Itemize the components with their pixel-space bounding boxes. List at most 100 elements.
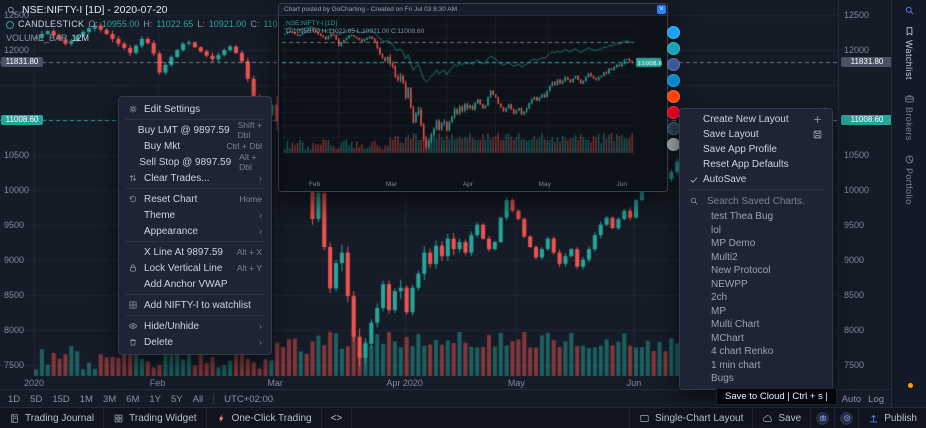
legend-volume-row: VOLUME_BAR 12M — [6, 32, 295, 45]
saved-chart-item[interactable]: 1 min chart — [711, 359, 761, 371]
close-icon[interactable]: × — [657, 5, 666, 14]
menu-divider — [125, 294, 265, 295]
menu-item-delete[interactable]: Delete › — [119, 334, 271, 350]
item-label: AutoSave — [703, 174, 747, 185]
menu-divider — [125, 241, 265, 242]
toolbar-save[interactable]: Save — [752, 408, 810, 428]
chart-preview-modal: Chart posted by GoCharting - Created on … — [278, 3, 668, 192]
bolt-icon — [216, 413, 227, 424]
camera-button[interactable] — [816, 411, 830, 425]
menu-item-appearance[interactable]: Appearance › — [119, 223, 271, 239]
share-icon[interactable] — [667, 58, 680, 71]
saved-chart-item[interactable]: MChart — [711, 332, 744, 344]
saved-chart-item[interactable]: New Protocol — [711, 265, 771, 277]
toolbar-label: Trading Journal — [25, 412, 95, 424]
saved-chart-item[interactable]: Multi2 — [711, 251, 738, 263]
auto-scale-label[interactable]: Auto — [841, 393, 862, 405]
menu-item-sell-stop-9897-59[interactable]: Sell Stop @ 9897.59 Alt + Dbl — [119, 152, 271, 172]
menu-item-buy-mkt[interactable]: Buy Mkt Ctrl + Dbl — [119, 138, 271, 154]
toolbar-single-chart-layout[interactable]: Single-Chart Layout — [629, 408, 752, 428]
series-dot-icon — [6, 20, 14, 29]
side-tab-label: Portfolio — [904, 167, 914, 205]
menu-item-shortcut: › — [259, 226, 262, 236]
search-icon[interactable] — [904, 5, 915, 16]
side-tab-watchlist[interactable]: Watchlist — [904, 26, 915, 80]
toolbar-right: Single-Chart Layout Save Publish — [629, 408, 926, 428]
layout-menu-item-autosave[interactable]: AutoSave — [680, 172, 832, 187]
saved-chart-item[interactable]: lol — [711, 224, 722, 236]
menu-divider — [125, 188, 265, 189]
timeframe-1m[interactable]: 1M — [79, 393, 93, 405]
layout-menu-item-reset-app-defaults[interactable]: Reset App Defaults — [680, 157, 832, 172]
saved-chart-item[interactable]: Bugs — [711, 373, 734, 385]
menu-item-add-nifty-i-to-watchlist[interactable]: Add NIFTY-I to watchlist — [119, 297, 271, 313]
price-tick: 9500 — [844, 220, 865, 231]
ohlc-key: O: — [88, 19, 98, 29]
menu-item-label: Add Anchor VWAP — [144, 278, 228, 290]
share-icon[interactable] — [667, 26, 680, 39]
toolbar-one-click-trading[interactable]: One-Click Trading — [207, 408, 322, 428]
side-tab-brokers[interactable]: Brokers — [904, 93, 915, 141]
layout-menu-item-create-new-layout[interactable]: Create New Layout — [680, 112, 832, 127]
menu-item-label: Reset Chart — [144, 193, 198, 205]
toolbar-trading-widget[interactable]: Trading Widget — [104, 408, 207, 428]
menu-item-x-line-at-9897-59[interactable]: X Line At 9897.59 Alt + X — [119, 244, 271, 260]
share-icon[interactable] — [667, 74, 680, 87]
timeframe-15d[interactable]: 15D — [52, 393, 70, 405]
saved-chart-item[interactable]: MP — [711, 305, 726, 317]
x-axis-label: Apr 2020 — [386, 378, 423, 388]
saved-chart-item[interactable]: test Thea Bug — [711, 211, 774, 223]
saved-chart-item[interactable]: Multi Chart — [711, 319, 760, 331]
search-input[interactable] — [705, 194, 823, 208]
layout-menu-item-save-app-profile[interactable]: Save App Profile — [680, 142, 832, 157]
menu-item-lock-vertical-line[interactable]: Lock Vertical Line Alt + Y — [119, 260, 271, 276]
saved-charts-search[interactable] — [680, 192, 832, 210]
menu-item-add-anchor-vwap[interactable]: Add Anchor VWAP — [119, 276, 271, 292]
toolbar-trading-journal[interactable]: Trading Journal — [0, 408, 105, 428]
menu-item-theme[interactable]: Theme › — [119, 207, 271, 223]
timeframe-all[interactable]: All — [192, 393, 204, 405]
side-tab-portfolio[interactable]: Portfolio — [904, 154, 915, 205]
menu-item-edit-settings[interactable]: Edit Settings — [119, 101, 271, 117]
timeframe-3m[interactable]: 3M — [102, 393, 117, 405]
symbol-search-icon[interactable] — [6, 5, 17, 16]
timeframe-1d[interactable]: 1D — [8, 393, 21, 405]
layout-menu-item-save-layout[interactable]: Save Layout — [680, 127, 832, 142]
menu-item-shortcut: Alt + Y — [236, 263, 262, 273]
layout-menu-items: Create New Layout Save Layout Save App Pro… — [680, 112, 832, 187]
timeframe-5y[interactable]: 5Y — [170, 393, 183, 405]
timeframe-5d[interactable]: 5D — [30, 393, 43, 405]
timeframe-6m[interactable]: 6M — [126, 393, 140, 405]
log-scale-label[interactable]: Log — [868, 393, 884, 405]
timeframe-1y[interactable]: 1Y — [149, 393, 161, 405]
price-tick: 8000 — [4, 325, 25, 336]
item-label: Save App Profile — [703, 144, 777, 155]
clock-button[interactable] — [840, 411, 854, 425]
share-icon[interactable] — [667, 90, 680, 103]
timezone-label[interactable]: UTC+02:00 — [224, 393, 274, 405]
saved-chart-item[interactable]: MP Demo — [711, 238, 756, 250]
menu-item-hide-unhide[interactable]: Hide/Unhide › — [119, 318, 271, 334]
saved-chart-item[interactable]: 4 chart Renko — [711, 346, 774, 358]
menu-item-shortcut: › — [259, 173, 262, 183]
item-label: Save Layout — [703, 129, 759, 140]
menu-item-buy-lmt-9897-59[interactable]: Buy LMT @ 9897.59 Shift + Dbl — [119, 120, 271, 140]
saved-chart-item[interactable]: 2ch — [711, 292, 728, 304]
menu-item-clear-trades[interactable]: Clear Trades... › — [119, 170, 271, 186]
price-tick: 10500 — [844, 150, 870, 161]
menu-item-label: Buy Mkt — [144, 140, 181, 152]
side-panel-tabs: Watchlist Brokers Portfolio — [891, 0, 926, 408]
clock-icon — [843, 414, 851, 422]
toolbar-history[interactable] — [834, 408, 858, 428]
toolbar-code-shortcuts[interactable]: <> — [322, 408, 353, 428]
gear-icon — [128, 104, 138, 114]
menu-item-reset-chart[interactable]: Reset Chart Home — [119, 191, 271, 207]
toolbar-publish[interactable]: Publish — [858, 408, 926, 428]
menu-item-shortcut: › — [259, 210, 262, 220]
price-tick: 12500 — [4, 10, 30, 20]
saved-chart-item[interactable]: NEWPP — [711, 278, 748, 290]
preview-date-label: Feb — [309, 181, 321, 188]
toolbar-screenshot[interactable] — [810, 408, 834, 428]
legend-ohlc-row: CANDLESTICK O: 10955.00 H: 11022.65 L: 10921.… — [6, 18, 295, 31]
share-icon[interactable] — [667, 42, 680, 55]
